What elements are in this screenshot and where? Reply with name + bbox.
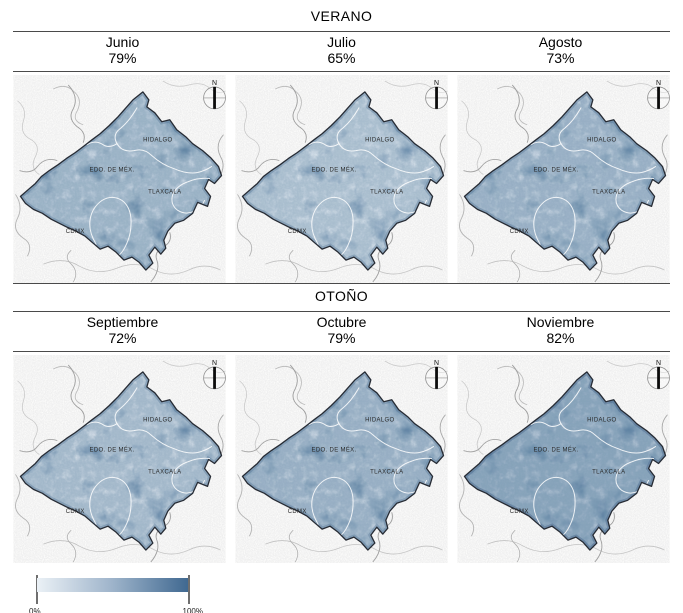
label-tlaxcala: TLAXCALA (370, 469, 403, 475)
legend-max-label: 100% (182, 607, 203, 613)
label-edomex: EDO. DE MÉX. (90, 167, 135, 174)
label-tlaxcala: TLAXCALA (370, 189, 403, 195)
divider (13, 283, 670, 284)
legend-tick-max (188, 575, 190, 604)
compass-icon: N (425, 360, 448, 390)
state-labels: HIDALGO EDO. DE MÉX. TLAXCALA CDMX (66, 418, 181, 516)
color-legend: 0% 100% (29, 575, 203, 613)
month-header-agosto: Agosto 73% (451, 32, 670, 71)
label-edomex: EDO. DE MÉX. (90, 447, 135, 454)
month-percentage: 73% (546, 50, 575, 66)
svg-text:N: N (656, 80, 661, 87)
month-header-septiembre: Septiembre 72% (13, 312, 232, 351)
label-cdmx: CDMX (510, 509, 529, 515)
month-name: Junio (105, 34, 140, 50)
compass-icon: N (647, 360, 670, 390)
label-hidalgo: HIDALGO (143, 418, 172, 424)
label-tlaxcala: TLAXCALA (148, 189, 181, 195)
label-cdmx: CDMX (510, 229, 529, 235)
month-name: Julio (327, 34, 356, 50)
legend-gradient-bar (37, 578, 189, 592)
map-panel-agosto: HIDALGO EDO. DE MÉX. TLAXCALA CDMX N (457, 75, 670, 283)
state-labels: HIDALGO EDO. DE MÉX. TLAXCALA CDMX (288, 418, 403, 516)
label-tlaxcala: TLAXCALA (592, 469, 625, 475)
label-tlaxcala: TLAXCALA (148, 469, 181, 475)
state-labels: HIDALGO EDO. DE MÉX. TLAXCALA CDMX (510, 418, 625, 516)
divider (13, 71, 670, 72)
label-edomex: EDO. DE MÉX. (534, 167, 579, 174)
month-header-octubre: Octubre 79% (232, 312, 451, 351)
label-edomex: EDO. DE MÉX. (312, 447, 357, 454)
label-edomex: EDO. DE MÉX. (534, 447, 579, 454)
label-cdmx: CDMX (288, 229, 307, 235)
svg-text:N: N (656, 360, 661, 367)
season-title-otono: OTOÑO (314, 288, 369, 304)
month-percentage: 82% (546, 330, 575, 346)
state-labels: HIDALGO EDO. DE MÉX. TLAXCALA CDMX (510, 138, 625, 236)
maps-row-verano: HIDALGO EDO. DE MÉX. TLAXCALA CDMX N (13, 75, 670, 283)
label-cdmx: CDMX (66, 509, 85, 515)
label-hidalgo: HIDALGO (143, 138, 172, 144)
compass-icon: N (203, 80, 226, 110)
month-header-noviembre: Noviembre 82% (451, 312, 670, 351)
state-labels: HIDALGO EDO. DE MÉX. TLAXCALA CDMX (66, 138, 181, 236)
month-percentage: 72% (108, 330, 137, 346)
legend-labels: 0% 100% (29, 607, 203, 613)
season-section-otono: OTOÑO Septiembre 72% Octubre 79% Noviemb… (0, 284, 683, 563)
svg-text:N: N (212, 80, 217, 87)
compass-icon: N (647, 80, 670, 110)
svg-text:N: N (212, 360, 217, 367)
month-header-julio: Julio 65% (232, 32, 451, 71)
label-hidalgo: HIDALGO (587, 138, 616, 144)
svg-text:N: N (434, 80, 439, 87)
month-name: Septiembre (86, 314, 159, 330)
month-percentage: 79% (327, 330, 356, 346)
month-name: Octubre (316, 314, 367, 330)
map-panel-noviembre: HIDALGO EDO. DE MÉX. TLAXCALA CDMX N (457, 355, 670, 563)
month-header-junio: Junio 79% (13, 32, 232, 71)
label-hidalgo: HIDALGO (365, 138, 394, 144)
maps-row-otono: HIDALGO EDO. DE MÉX. TLAXCALA CDMX N (13, 355, 670, 563)
map-panel-octubre: HIDALGO EDO. DE MÉX. TLAXCALA CDMX N (235, 355, 448, 563)
season-section-verano: VERANO Junio 79% Julio 65% Agosto 73% (0, 4, 683, 284)
legend-min-label: 0% (29, 607, 41, 613)
month-percentage: 79% (108, 50, 137, 66)
svg-text:N: N (434, 360, 439, 367)
map-panel-junio: HIDALGO EDO. DE MÉX. TLAXCALA CDMX N (13, 75, 226, 283)
label-cdmx: CDMX (66, 229, 85, 235)
month-header-row: Junio 79% Julio 65% Agosto 73% (13, 32, 670, 71)
label-edomex: EDO. DE MÉX. (312, 167, 357, 174)
month-name: Noviembre (526, 314, 595, 330)
label-cdmx: CDMX (288, 509, 307, 515)
label-hidalgo: HIDALGO (587, 418, 616, 424)
map-panel-julio: HIDALGO EDO. DE MÉX. TLAXCALA CDMX N (235, 75, 448, 283)
map-panel-septiembre: HIDALGO EDO. DE MÉX. TLAXCALA CDMX N (13, 355, 226, 563)
label-tlaxcala: TLAXCALA (592, 189, 625, 195)
divider (13, 31, 670, 32)
divider (13, 311, 670, 312)
month-percentage: 65% (327, 50, 356, 66)
month-name: Agosto (538, 34, 583, 50)
season-title-verano: VERANO (310, 8, 373, 24)
compass-icon: N (425, 80, 448, 110)
divider (13, 351, 670, 352)
state-labels: HIDALGO EDO. DE MÉX. TLAXCALA CDMX (288, 138, 403, 236)
compass-icon: N (203, 360, 226, 390)
label-hidalgo: HIDALGO (365, 418, 394, 424)
month-header-row: Septiembre 72% Octubre 79% Noviembre 82% (13, 312, 670, 351)
